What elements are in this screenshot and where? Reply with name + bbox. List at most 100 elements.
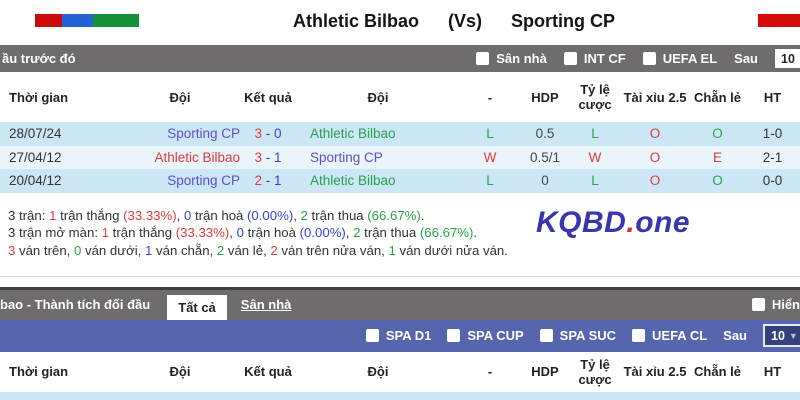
- table-cell: W: [588, 149, 602, 165]
- after-label: Sau: [723, 328, 747, 344]
- home-team-title: Athletic Bilbao: [292, 11, 419, 31]
- filter-spa-suc[interactable]: SPA SUC: [539, 328, 617, 344]
- col-header-away: Đội: [367, 364, 389, 380]
- record-table-row-partial: [0, 391, 800, 400]
- home-flag-icon: [35, 14, 139, 27]
- checkbox-spa-cup[interactable]: [447, 329, 461, 343]
- team-record-bar: bao - Thành tích đối đầu Tất cả Sân nhà …: [0, 286, 800, 320]
- table-cell: 0.5: [535, 126, 555, 142]
- h2h-section-bar: ầu trước đó Sân nhà INT CF UEFA EL Sau 1…: [0, 45, 800, 72]
- table-cell: 2-1: [762, 149, 783, 165]
- col-header-result: -: [487, 364, 493, 380]
- away-flag-icon: [758, 14, 800, 27]
- table-cell: L: [591, 126, 599, 142]
- table-cell: O: [649, 149, 661, 165]
- after-count-select[interactable]: 10 ▼: [775, 49, 800, 68]
- filter-san-nha[interactable]: Sân nhà: [476, 51, 547, 66]
- table-cell: 1-0: [762, 126, 783, 142]
- col-header-ou: Tài xỉu 2.5: [623, 364, 687, 380]
- filter-spa-cup[interactable]: SPA CUP: [447, 328, 524, 343]
- chevron-down-icon: ▼: [799, 54, 800, 64]
- team-link[interactable]: Sporting CP: [310, 149, 383, 165]
- table-cell: 20/04/12: [9, 173, 62, 189]
- table-cell: 28/07/24: [9, 126, 62, 142]
- checkbox-san-nha[interactable]: [476, 52, 490, 65]
- checkbox-spa-suc[interactable]: [539, 329, 553, 343]
- col-header-oddeven: Chẵn lẻ: [694, 89, 741, 105]
- filter-int-cf[interactable]: INT CF: [563, 51, 626, 66]
- team-record-title: bao - Thành tích đối đầu: [0, 297, 151, 313]
- filter-label: UEFA EL: [662, 51, 718, 66]
- tab-tat-ca[interactable]: Tất cả: [167, 294, 227, 320]
- section-divider: [0, 275, 800, 277]
- table-cell: 27/04/12: [9, 149, 62, 165]
- table-row: 20/04/12 Sporting CP 2 - 1 Athletic Bilbao L…: [0, 169, 800, 193]
- tab-san-nha[interactable]: Sân nhà: [240, 297, 292, 313]
- filter-uefa-cl[interactable]: UEFA CL: [632, 328, 707, 343]
- col-header-ht: HT: [763, 89, 782, 105]
- team-link[interactable]: Athletic Bilbao: [310, 126, 396, 142]
- table-cell: L: [486, 173, 494, 189]
- after-count-value: 10: [771, 328, 785, 343]
- col-header-ht: HT: [763, 364, 782, 380]
- league-filter-bar: SPA D1 SPA CUP SPA SUC UEFA CL Sau 10: [0, 319, 800, 352]
- col-header-score: Kết quả: [244, 364, 292, 380]
- summary-line-opening: 3 trận mở màn: 1 trận thắng (33.33%), 0 …: [8, 225, 478, 241]
- show-label: Hiển: [771, 297, 800, 313]
- table-row: 27/04/12 Athletic Bilbao 3 - 1 Sporting CP W…: [0, 145, 800, 169]
- after-count-select-2[interactable]: 10 ▼: [763, 324, 800, 348]
- table-cell: 0.5/1: [529, 149, 561, 165]
- team-record-section: bao - Thành tích đối đầu Tất cả Sân nhà …: [0, 286, 800, 400]
- checkbox-uefa-cl[interactable]: [632, 329, 646, 343]
- checkbox-int-cf[interactable]: [563, 52, 577, 65]
- table-cell: L: [591, 173, 599, 189]
- table-cell: O: [712, 173, 723, 189]
- table-cell: O: [649, 173, 661, 189]
- col-header-hdp: HDP: [531, 89, 559, 105]
- filter-spa-d1[interactable]: SPA D1: [365, 328, 432, 344]
- filter-uefa-el[interactable]: UEFA EL: [642, 51, 718, 66]
- team-link[interactable]: Athletic Bilbao: [310, 173, 396, 189]
- table-cell: 3 - 1: [254, 149, 282, 165]
- col-header-odds: Tỷ lệ cược: [578, 82, 612, 112]
- col-header-home: Đội: [169, 364, 191, 380]
- checkbox-uefa-el[interactable]: [642, 52, 656, 65]
- col-header-away: Đội: [367, 89, 389, 105]
- kqbd-watermark: KQBD.one: [536, 206, 690, 240]
- col-header-ou: Tài xỉu 2.5: [623, 89, 687, 105]
- col-header-odds: Tỷ lệ cược: [578, 356, 612, 387]
- table-cell: E: [712, 149, 722, 165]
- table-cell: L: [486, 126, 494, 142]
- checkbox-spa-d1[interactable]: [365, 329, 379, 343]
- h2h-filters: Sân nhà INT CF UEFA EL Sau 10 ▼: [476, 49, 800, 68]
- table-cell: O: [649, 126, 661, 142]
- col-header-time: Thời gian: [9, 89, 69, 105]
- h2h-summary: 3 trận: 1 trận thắng (33.33%), 0 trận ho…: [0, 193, 800, 276]
- watermark-dot: .: [626, 206, 636, 239]
- page-title: Athletic Bilbao (Vs) Sporting CP: [54, 11, 800, 32]
- checkbox-show[interactable]: [751, 298, 765, 312]
- col-header-result: -: [487, 89, 493, 105]
- summary-line-overall: 3 trận: 1 trận thắng (33.33%), 0 trận ho…: [8, 207, 425, 223]
- team-link[interactable]: Athletic Bilbao: [154, 149, 240, 165]
- after-label: Sau: [734, 51, 758, 66]
- col-header-hdp: HDP: [531, 364, 559, 380]
- h2h-table-header: Thời gian Đội Kết quả Đội - HDP Tỷ lệ cư…: [0, 72, 800, 122]
- league-filters: SPA D1 SPA CUP SPA SUC UEFA CL Sau 10: [365, 324, 800, 348]
- watermark-brand: KQBD: [536, 206, 627, 239]
- record-table-header: Thời gian Đội Kết quả Đội - HDP Tỷ lệ cư…: [0, 351, 800, 392]
- filter-label: INT CF: [583, 51, 626, 66]
- h2h-table-body: 28/07/24 Sporting CP 3 - 0 Athletic Bilbao L…: [0, 122, 800, 193]
- table-cell: W: [483, 149, 497, 165]
- show-toggle[interactable]: Hiển: [751, 297, 800, 313]
- team-link[interactable]: Sporting CP: [167, 126, 240, 142]
- col-header-oddeven: Chẵn lẻ: [694, 364, 741, 380]
- filter-label: SPA SUC: [559, 328, 617, 344]
- table-row: 28/07/24 Sporting CP 3 - 0 Athletic Bilbao L…: [0, 122, 800, 146]
- filter-label: SPA D1: [385, 328, 432, 344]
- col-header-time: Thời gian: [9, 364, 69, 380]
- summary-line-ou-oe: 3 ván trên, 0 ván dưới, 1 ván chẵn, 2 vá…: [8, 243, 508, 259]
- team-link[interactable]: Sporting CP: [167, 173, 240, 189]
- table-cell: 0: [541, 173, 549, 189]
